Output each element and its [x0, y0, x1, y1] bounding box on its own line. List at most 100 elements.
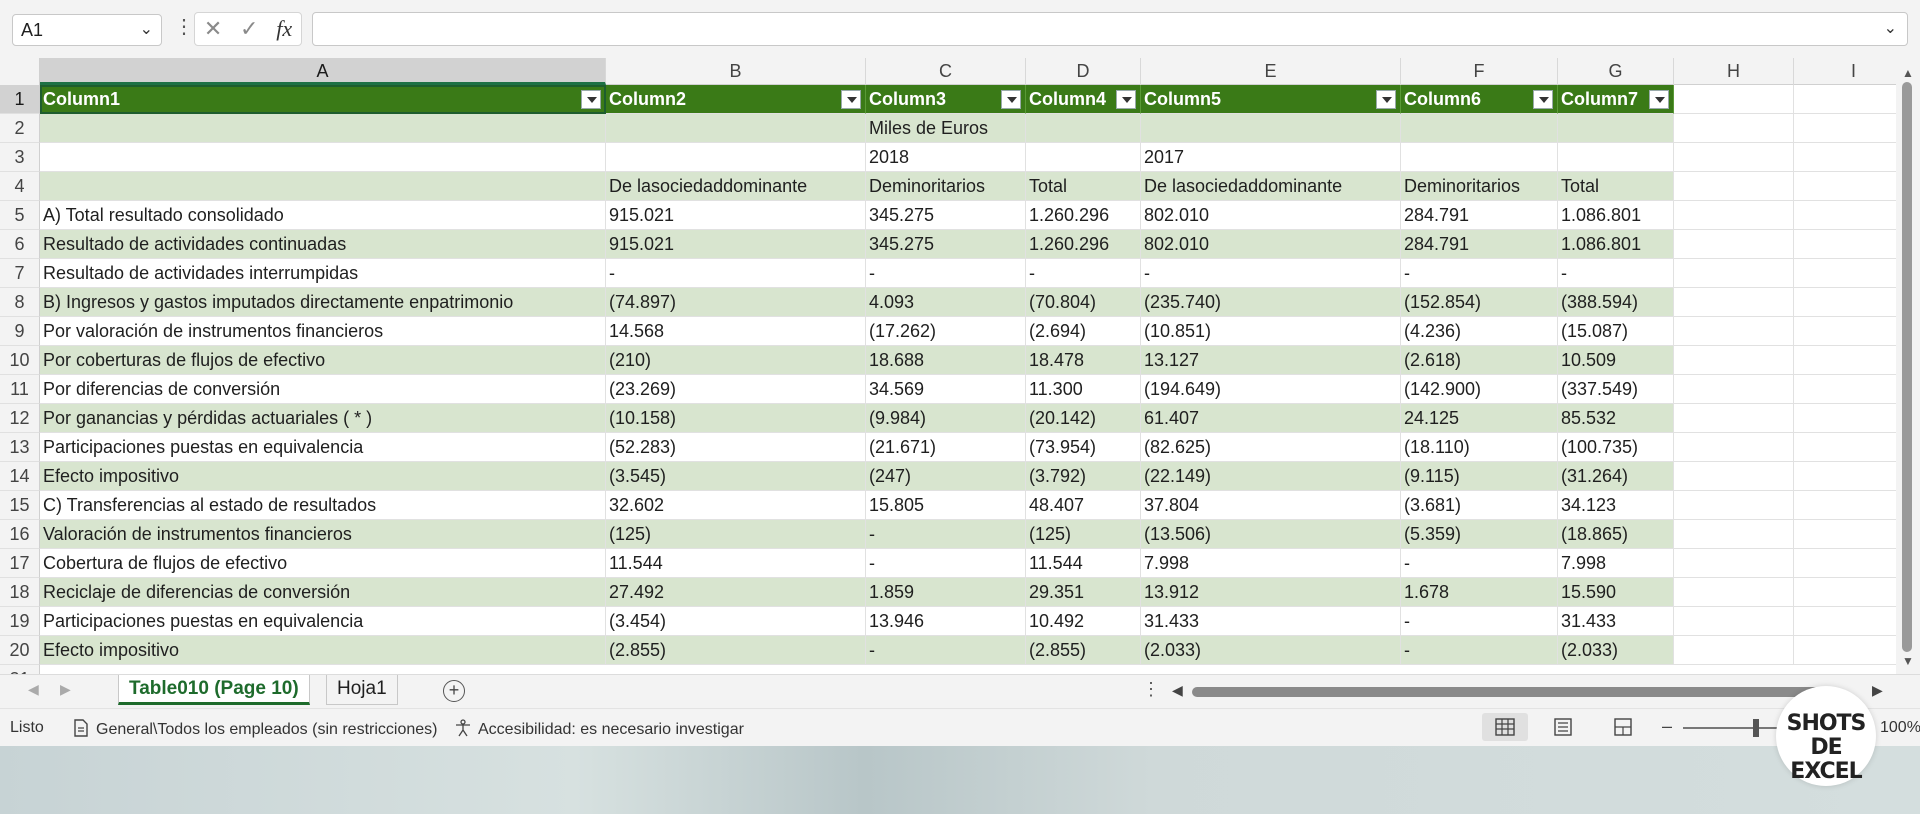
empty-cell[interactable] — [1674, 375, 1794, 404]
table-cell[interactable]: (2.618) — [1401, 346, 1558, 375]
table-cell[interactable]: (210) — [606, 346, 866, 375]
table-cell[interactable]: 24.125 — [1401, 404, 1558, 433]
column-header-c[interactable]: C — [866, 58, 1026, 85]
table-cell[interactable] — [1026, 143, 1141, 172]
table-cell[interactable]: (3.792) — [1026, 462, 1141, 491]
table-cell[interactable]: 284.791 — [1401, 201, 1558, 230]
row-number[interactable]: 1 — [0, 85, 40, 114]
empty-cell[interactable] — [1674, 143, 1794, 172]
zoom-out-icon[interactable]: – — [1662, 716, 1673, 736]
table-cell[interactable]: C) Transferencias al estado de resultado… — [40, 491, 606, 520]
table-cell[interactable]: 1.260.296 — [1026, 201, 1141, 230]
table-cell[interactable]: (5.359) — [1401, 520, 1558, 549]
row-number[interactable]: 14 — [0, 462, 40, 491]
table-cell[interactable]: 15.590 — [1558, 578, 1674, 607]
table-cell[interactable]: (3.454) — [606, 607, 866, 636]
chevron-down-icon[interactable]: ⌄ — [139, 21, 153, 38]
empty-cell[interactable] — [1794, 433, 1896, 462]
table-cell[interactable]: 29.351 — [1026, 578, 1141, 607]
table-cell[interactable]: 1.086.801 — [1558, 201, 1674, 230]
table-cell[interactable]: (10.158) — [606, 404, 866, 433]
table-cell[interactable]: Por ganancias y pérdidas actuariales ( *… — [40, 404, 606, 433]
column-header-i[interactable]: I — [1794, 58, 1896, 85]
table-cell[interactable]: - — [1401, 549, 1558, 578]
table-cell[interactable]: Reciclaje de diferencias de conversión — [40, 578, 606, 607]
empty-cell[interactable] — [1794, 404, 1896, 433]
table-cell[interactable]: (235.740) — [1141, 288, 1401, 317]
table-cell[interactable]: 2017 — [1141, 143, 1401, 172]
row-number[interactable]: 20 — [0, 636, 40, 665]
filter-dropdown-icon[interactable] — [1001, 90, 1021, 109]
table-cell[interactable] — [1558, 114, 1674, 143]
table-cell[interactable]: - — [866, 259, 1026, 288]
table-cell[interactable]: 18.688 — [866, 346, 1026, 375]
table-cell[interactable] — [1401, 114, 1558, 143]
empty-cell[interactable] — [1674, 317, 1794, 346]
select-all-corner[interactable] — [0, 58, 40, 85]
table-cell[interactable]: - — [1401, 607, 1558, 636]
empty-cell[interactable] — [1794, 201, 1896, 230]
filter-dropdown-icon[interactable] — [1533, 90, 1553, 109]
empty-cell[interactable] — [1674, 172, 1794, 201]
table-cell[interactable]: (2.033) — [1558, 636, 1674, 665]
column-header-g[interactable]: G — [1558, 58, 1674, 85]
table-cell[interactable]: (9.115) — [1401, 462, 1558, 491]
table-cell[interactable]: (4.236) — [1401, 317, 1558, 346]
table-cell[interactable]: 34.123 — [1558, 491, 1674, 520]
empty-cell[interactable] — [1794, 114, 1896, 143]
row-number[interactable]: 9 — [0, 317, 40, 346]
scroll-up-icon[interactable]: ▲ — [1902, 66, 1914, 80]
row-number[interactable]: 6 — [0, 230, 40, 259]
table-cell[interactable]: 802.010 — [1141, 230, 1401, 259]
table-cell[interactable]: De lasociedaddominante — [1141, 172, 1401, 201]
table-cell[interactable]: 10.509 — [1558, 346, 1674, 375]
table-cell[interactable]: 48.407 — [1026, 491, 1141, 520]
table-cell[interactable]: (100.735) — [1558, 433, 1674, 462]
table-cell[interactable]: 345.275 — [866, 201, 1026, 230]
table-cell[interactable]: - — [866, 636, 1026, 665]
table-cell[interactable] — [1558, 143, 1674, 172]
table-cell[interactable]: Resultado de actividades interrumpidas — [40, 259, 606, 288]
column-header-f[interactable]: F — [1401, 58, 1558, 85]
table-cell[interactable]: (74.897) — [606, 288, 866, 317]
empty-cell[interactable] — [1674, 607, 1794, 636]
table-cell[interactable]: (9.984) — [866, 404, 1026, 433]
table-cell[interactable] — [1401, 143, 1558, 172]
table-cell[interactable]: Por valoración de instrumentos financier… — [40, 317, 606, 346]
row-number[interactable]: 12 — [0, 404, 40, 433]
scroll-right-icon[interactable]: ▶ — [1872, 682, 1883, 698]
table-cell[interactable]: (23.269) — [606, 375, 866, 404]
empty-cell[interactable] — [1674, 549, 1794, 578]
filter-dropdown-icon[interactable] — [841, 90, 861, 109]
table-cell[interactable]: (15.087) — [1558, 317, 1674, 346]
empty-cell[interactable] — [1674, 85, 1794, 114]
empty-cell[interactable] — [1674, 259, 1794, 288]
row-number[interactable]: 3 — [0, 143, 40, 172]
table-cell[interactable]: 4.093 — [866, 288, 1026, 317]
empty-cell[interactable] — [1794, 462, 1896, 491]
table-cell[interactable]: 1.678 — [1401, 578, 1558, 607]
table-header-cell[interactable]: Column2 — [606, 85, 866, 114]
empty-cell[interactable] — [1674, 636, 1794, 665]
empty-cell[interactable] — [1794, 172, 1896, 201]
empty-cell[interactable] — [1674, 404, 1794, 433]
row-number[interactable]: 11 — [0, 375, 40, 404]
row-number[interactable]: 16 — [0, 520, 40, 549]
horizontal-scroll-thumb[interactable] — [1192, 687, 1819, 697]
empty-cell[interactable] — [1794, 578, 1896, 607]
empty-cell[interactable] — [1794, 230, 1896, 259]
table-header-cell[interactable]: Column7 — [1558, 85, 1674, 114]
scroll-left-icon[interactable]: ◀ — [1172, 682, 1183, 698]
table-cell[interactable]: (337.549) — [1558, 375, 1674, 404]
table-cell[interactable]: (3.681) — [1401, 491, 1558, 520]
row-number[interactable]: 15 — [0, 491, 40, 520]
table-header-cell[interactable]: Column1 — [40, 85, 606, 114]
table-cell[interactable] — [606, 114, 866, 143]
row-number[interactable]: 18 — [0, 578, 40, 607]
table-cell[interactable]: (2.694) — [1026, 317, 1141, 346]
empty-cell[interactable] — [1674, 520, 1794, 549]
table-cell[interactable]: (70.804) — [1026, 288, 1141, 317]
table-cell[interactable]: (194.649) — [1141, 375, 1401, 404]
column-header-b[interactable]: B — [606, 58, 866, 85]
